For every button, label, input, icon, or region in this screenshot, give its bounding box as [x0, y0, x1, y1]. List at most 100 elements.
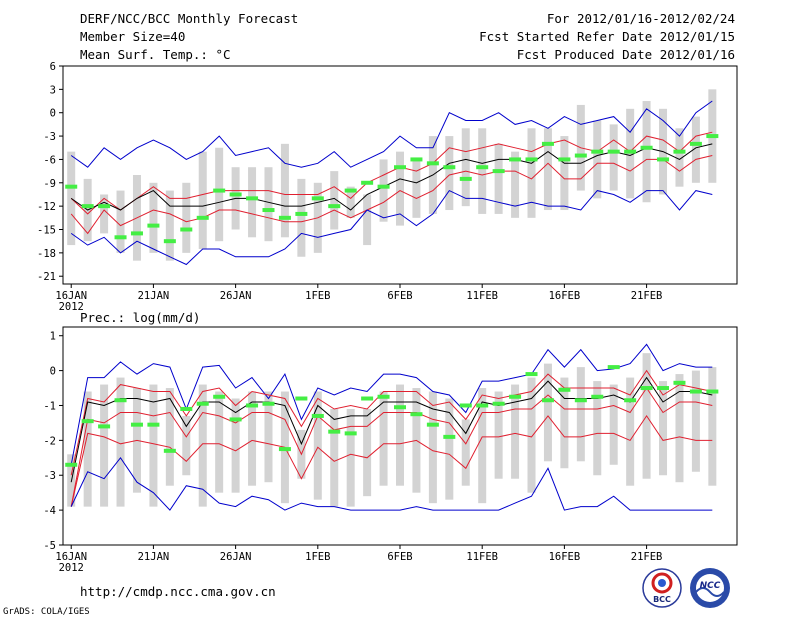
prec-ensemble-bar: [198, 384, 207, 507]
prec-member-mark: [541, 398, 554, 403]
temp-ensemble-bar: [461, 128, 470, 207]
prec-member-mark: [394, 405, 406, 410]
prec-ensemble-bar: [609, 384, 618, 465]
bcc-logo-core: [658, 579, 666, 587]
temp-ytick-label: -21: [37, 271, 56, 283]
temp-ensemble-bar: [445, 136, 454, 211]
temp-member-mark: [377, 184, 390, 189]
prec-member-mark: [640, 386, 653, 391]
prec-ytick-label: -1: [43, 400, 56, 412]
prec-ensemble-bar: [363, 408, 372, 497]
temp-member-mark: [541, 141, 554, 146]
temp-member-mark: [426, 161, 439, 166]
prec-ensemble-bar: [478, 388, 487, 504]
prec-member-mark: [689, 389, 702, 394]
prec-ensemble-bar: [100, 384, 109, 507]
temp-ytick-label: 6: [50, 61, 56, 73]
temp-member-mark: [673, 149, 686, 154]
prec-member-mark: [607, 365, 620, 370]
source-url: http://cmdp.ncc.cma.gov.cn: [80, 584, 276, 599]
temp-xtick-label: 26JAN: [220, 290, 252, 302]
prec-member-mark: [98, 424, 111, 429]
prec-member-mark: [65, 462, 78, 467]
prec-member-mark: [673, 380, 686, 385]
prec-xtick-label: 26JAN: [220, 551, 252, 563]
temp-xtick-label: 16JAN: [55, 290, 87, 302]
prec-ensemble-bar: [511, 384, 520, 479]
prec-ensemble-bar: [675, 374, 684, 483]
start-refer-date-label: Fcst Started Refer Date 2012/01/15: [479, 29, 735, 44]
temp-member-mark: [229, 192, 242, 197]
temp-ensemble-bar: [593, 120, 602, 199]
prec-member-mark: [81, 419, 94, 424]
temp-member-mark: [361, 180, 374, 185]
temp-ytick-label: -9: [43, 178, 56, 190]
temp-ensemble-bar: [675, 128, 684, 187]
temp-ensemble-bar: [560, 136, 569, 211]
prec-ensemble-bar: [346, 408, 355, 507]
prec-ensemble-bar: [248, 391, 257, 486]
temp-ensemble-bar: [67, 151, 76, 246]
temp-member-mark: [394, 165, 406, 170]
prec-xtick-label: 16FEB: [549, 551, 581, 563]
prec-ytick-label: -3: [43, 470, 56, 482]
precip-variable-label: Prec.: log(mm/d): [80, 310, 200, 325]
chart-title: DERF/NCC/BCC Monthly Forecast: [80, 11, 298, 26]
temp-ensemble-bar: [330, 171, 339, 230]
forecast-period-label: For 2012/01/16-2012/02/24: [547, 11, 735, 26]
prec-xtick-year: 2012: [59, 562, 84, 574]
prec-member-mark: [657, 386, 670, 391]
prec-member-mark: [377, 394, 390, 399]
prec-ensemble-mean-line: [70, 376, 713, 483]
prec-mean-spread-line: [70, 369, 713, 476]
temp-ytick-label: 0: [50, 108, 56, 120]
prec-ensemble-bar: [264, 391, 273, 483]
temp-member-mark: [147, 223, 160, 228]
prec-ensemble-bar: [182, 415, 191, 476]
temp-variable-label: Mean Surf. Temp.: °C: [80, 47, 231, 62]
prec-member-mark: [229, 417, 242, 422]
temp-member-mark: [509, 157, 522, 162]
temp-xtick-label: 1FEB: [305, 290, 330, 302]
prec-ensemble-bar: [527, 377, 536, 493]
prec-member-mark: [246, 403, 259, 408]
temp-ensemble-bar: [412, 159, 421, 218]
bcc-logo: BCC: [642, 568, 682, 608]
prec-member-mark: [443, 434, 456, 439]
temp-ytick-label: -18: [37, 248, 56, 260]
temp-member-mark: [278, 215, 291, 220]
prec-member-mark: [410, 412, 423, 417]
temp-xtick-label: 21JAN: [138, 290, 170, 302]
prec-ensemble-bar: [494, 391, 503, 479]
prec-member-mark: [344, 431, 357, 436]
prec-ensemble-bar: [560, 377, 569, 469]
temp-ensemble-bar: [149, 182, 158, 253]
ncc-logo-wave: [695, 587, 725, 597]
temp-ensemble-min-line: [70, 189, 713, 266]
temp-ytick-label: -3: [43, 131, 56, 143]
temp-ensemble-mean-line: [70, 143, 713, 211]
prec-member-mark: [328, 429, 341, 434]
prec-ensemble-min-line: [70, 456, 713, 511]
temp-ytick-label: -6: [43, 154, 56, 166]
temp-member-mark: [114, 235, 127, 240]
prec-ytick-label: 1: [50, 331, 56, 343]
temp-ensemble-bar: [494, 143, 503, 214]
prec-member-mark: [509, 394, 522, 399]
prec-member-mark: [130, 422, 143, 427]
prec-xtick-label: 11FEB: [466, 551, 498, 563]
ncc-logo: NCC: [690, 568, 730, 608]
temp-member-mark: [689, 141, 702, 146]
produced-date-label: Fcst Produced Date 2012/01/16: [517, 47, 735, 62]
temp-member-mark: [476, 165, 489, 170]
temp-mean-spread-line: [70, 155, 713, 235]
temp-ensemble-bar: [363, 194, 372, 246]
prec-member-mark: [262, 401, 275, 406]
prec-ensemble-bar: [83, 391, 92, 507]
prec-ensemble-bar: [445, 398, 454, 500]
temp-ensemble-bar: [264, 167, 273, 242]
member-size-label: Member Size=40: [80, 29, 185, 44]
temp-ensemble-bar: [379, 159, 388, 222]
temp-member-mark: [706, 134, 719, 139]
prec-member-mark: [295, 396, 308, 401]
